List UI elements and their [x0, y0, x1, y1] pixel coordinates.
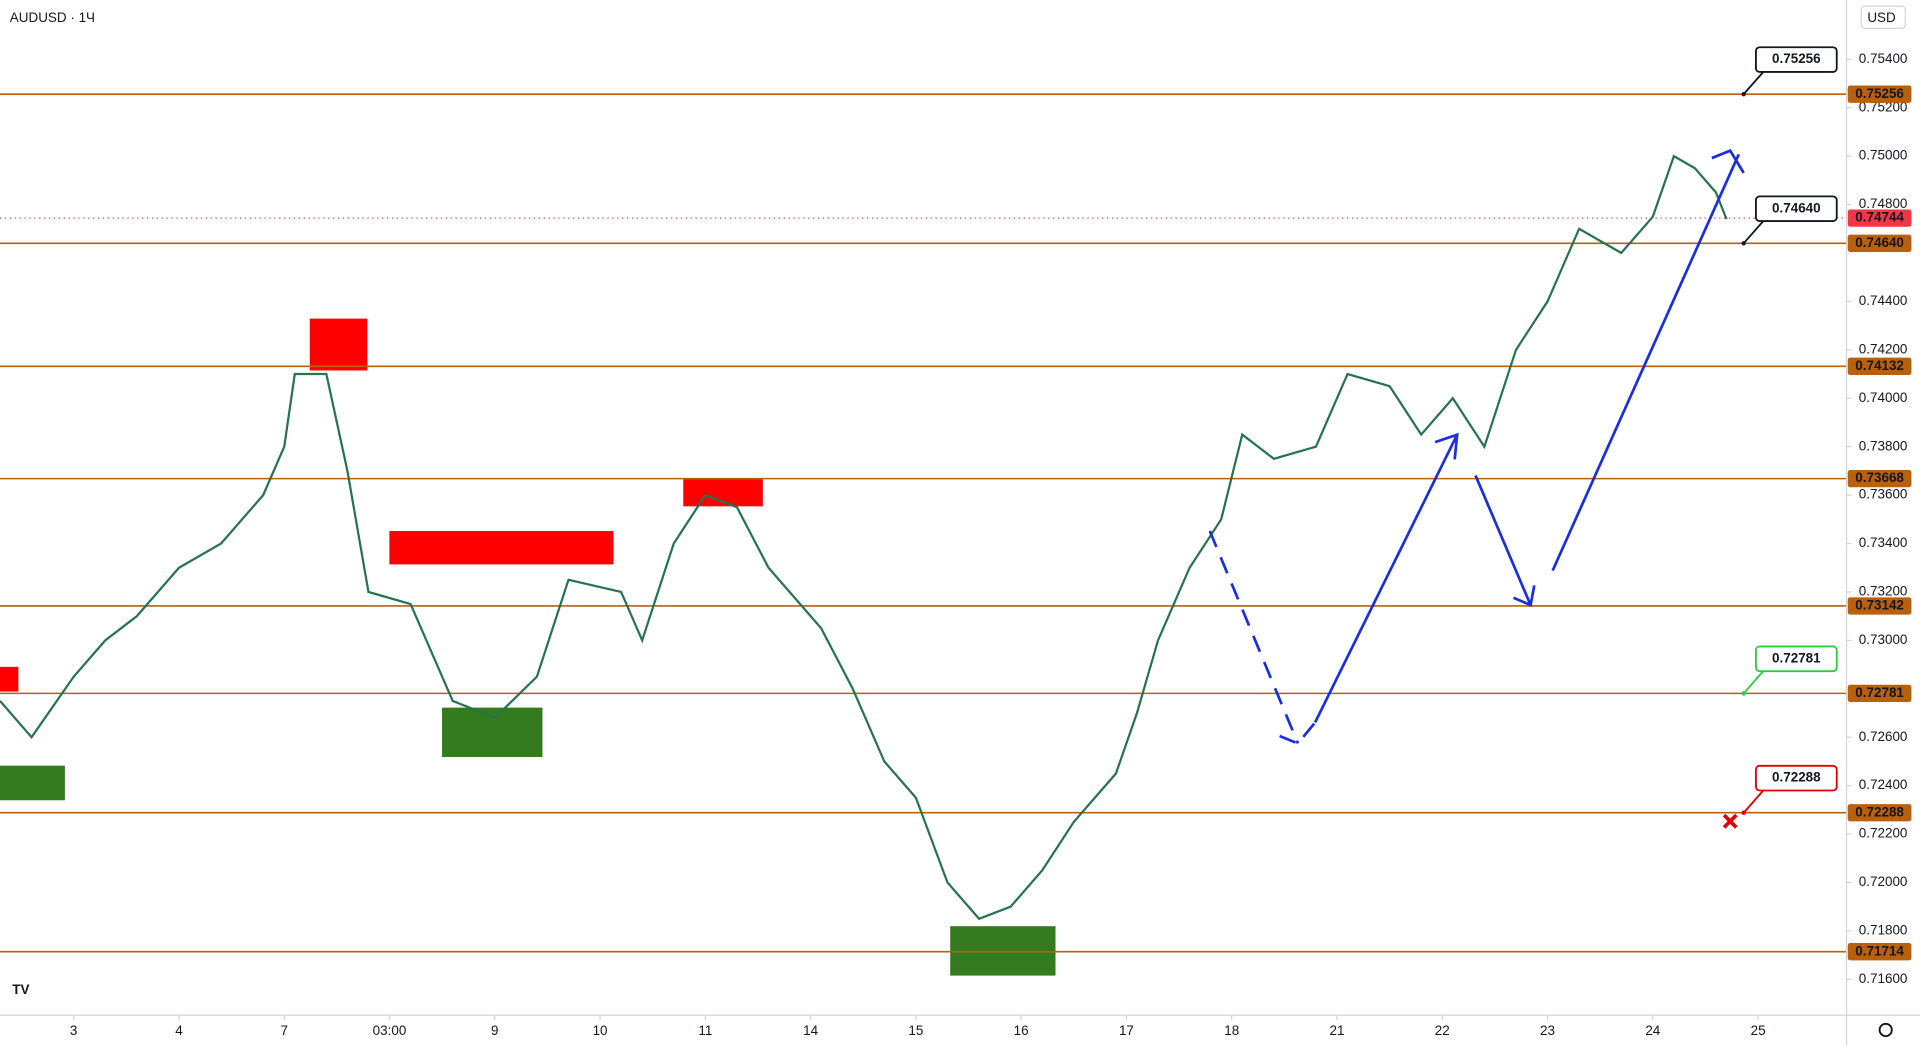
callout-anchor: [1741, 691, 1746, 696]
level-tag-label: 0.74640: [1855, 235, 1904, 250]
y-tick-label: 0.73400: [1859, 535, 1908, 550]
level-tag-label: 0.75256: [1855, 86, 1904, 101]
logo: TV: [12, 982, 29, 997]
settings-icon[interactable]: [1878, 1022, 1893, 1038]
callout-label: 0.74640: [1772, 200, 1821, 215]
invalid-mark: [1722, 813, 1738, 829]
x-tick-label: 7: [280, 1023, 287, 1038]
level-tag: [1847, 85, 1912, 103]
demand-zone: [0, 765, 65, 801]
y-tick-label: 0.73800: [1859, 438, 1908, 453]
y-tick-label: 0.73000: [1859, 632, 1908, 647]
arrow-head: [1434, 432, 1459, 460]
x-tick-label: 9: [491, 1023, 498, 1038]
y-tick-label: 0.75000: [1859, 148, 1908, 163]
level-tag: [1847, 804, 1912, 822]
arrow: [1279, 721, 1317, 746]
callout-pointer: [1742, 789, 1764, 814]
y-tick-label: 0.72600: [1859, 729, 1908, 744]
callout-anchor: [1741, 91, 1746, 97]
supply-zone: [0, 666, 19, 692]
y-tick-label: 0.74200: [1859, 341, 1908, 356]
level-tag: [1847, 943, 1912, 961]
level-tag-label: 0.73668: [1855, 470, 1904, 485]
arrow-head: [1512, 585, 1536, 608]
y-tick-label: 0.71600: [1859, 971, 1908, 986]
y-tick-label: 0.75400: [1859, 51, 1908, 66]
y-tick-label: 0.75200: [1859, 99, 1908, 114]
x-tick-label: 4: [175, 1023, 183, 1038]
level-tag: [1847, 357, 1912, 375]
callout-pointer: [1742, 220, 1764, 244]
demand-zone: [442, 707, 543, 758]
y-tick-label: 0.72200: [1859, 826, 1908, 841]
x-tick-label: 3: [70, 1023, 77, 1038]
zones: [0, 318, 1056, 976]
currency-label[interactable]: USD: [1867, 10, 1896, 25]
last-price-label: 0.74744: [1855, 210, 1904, 225]
callout-box: [1755, 645, 1838, 673]
x-tick-label: 15: [908, 1023, 923, 1038]
callout-box: [1755, 195, 1838, 223]
x-tick-label: 14: [803, 1023, 818, 1038]
level-tag: [1847, 234, 1912, 252]
y-tick-label: 0.72000: [1859, 874, 1908, 889]
x-tick-label: 10: [593, 1023, 608, 1038]
price-line: [0, 154, 1728, 921]
callout-anchor: [1741, 810, 1746, 815]
arrow: [1551, 153, 1741, 572]
callout-label: 0.75256: [1772, 51, 1821, 66]
plot: [0, 93, 1847, 953]
supply-zone: [389, 531, 614, 565]
symbol-title: AUDUSD · 1Ч: [10, 10, 95, 25]
level-tag: [1847, 597, 1912, 615]
level-tag: [1847, 684, 1912, 703]
arrow-head: [1711, 148, 1745, 174]
last-price-tag: [1847, 209, 1912, 227]
x-tick-label: 03:00: [373, 1023, 407, 1038]
arrow: [1313, 434, 1459, 724]
level-tag-label: 0.73142: [1855, 598, 1904, 613]
x-tick-label: 11: [698, 1023, 712, 1038]
callout-pointer: [1742, 670, 1764, 694]
callout-box: [1755, 764, 1838, 792]
callout-label: 0.72288: [1772, 770, 1821, 785]
level-tag: [1847, 469, 1912, 488]
x-tick-label: 25: [1751, 1023, 1766, 1038]
level-tag-label: 0.74132: [1855, 358, 1904, 373]
forecast-arrows: [1208, 148, 1745, 746]
x-tick-label: 16: [1014, 1023, 1029, 1038]
supply-zone: [309, 318, 368, 371]
arrow: [1208, 530, 1300, 744]
x-tick-label: 24: [1645, 1023, 1660, 1038]
cross: [1722, 813, 1738, 829]
y-tick-label: 0.71800: [1859, 922, 1908, 937]
y-tick-label: 0.73600: [1859, 487, 1908, 502]
y-tick-label: 0.74400: [1859, 293, 1908, 308]
callout-box: [1755, 46, 1838, 73]
callout-anchor: [1741, 241, 1746, 246]
x-tick-label: 22: [1435, 1023, 1450, 1038]
level-tag-label: 0.72288: [1855, 804, 1904, 819]
y-tick-label: 0.73200: [1859, 583, 1908, 598]
y-tick-label: 0.74800: [1859, 196, 1908, 211]
callout-label: 0.72781: [1772, 650, 1821, 665]
y-tick-label: 0.74000: [1859, 390, 1908, 405]
x-tick-label: 23: [1540, 1023, 1555, 1038]
level-tag-label: 0.72781: [1855, 685, 1904, 700]
x-tick-label: 17: [1119, 1023, 1134, 1038]
callout-pointer: [1742, 71, 1764, 95]
x-tick-label: 18: [1224, 1023, 1239, 1038]
y-tick-label: 0.72400: [1859, 777, 1908, 792]
x-tick-label: 21: [1330, 1023, 1345, 1038]
currency-button[interactable]: [1860, 5, 1906, 30]
level-tag-label: 0.71714: [1855, 943, 1904, 958]
arrow: [1474, 474, 1532, 606]
